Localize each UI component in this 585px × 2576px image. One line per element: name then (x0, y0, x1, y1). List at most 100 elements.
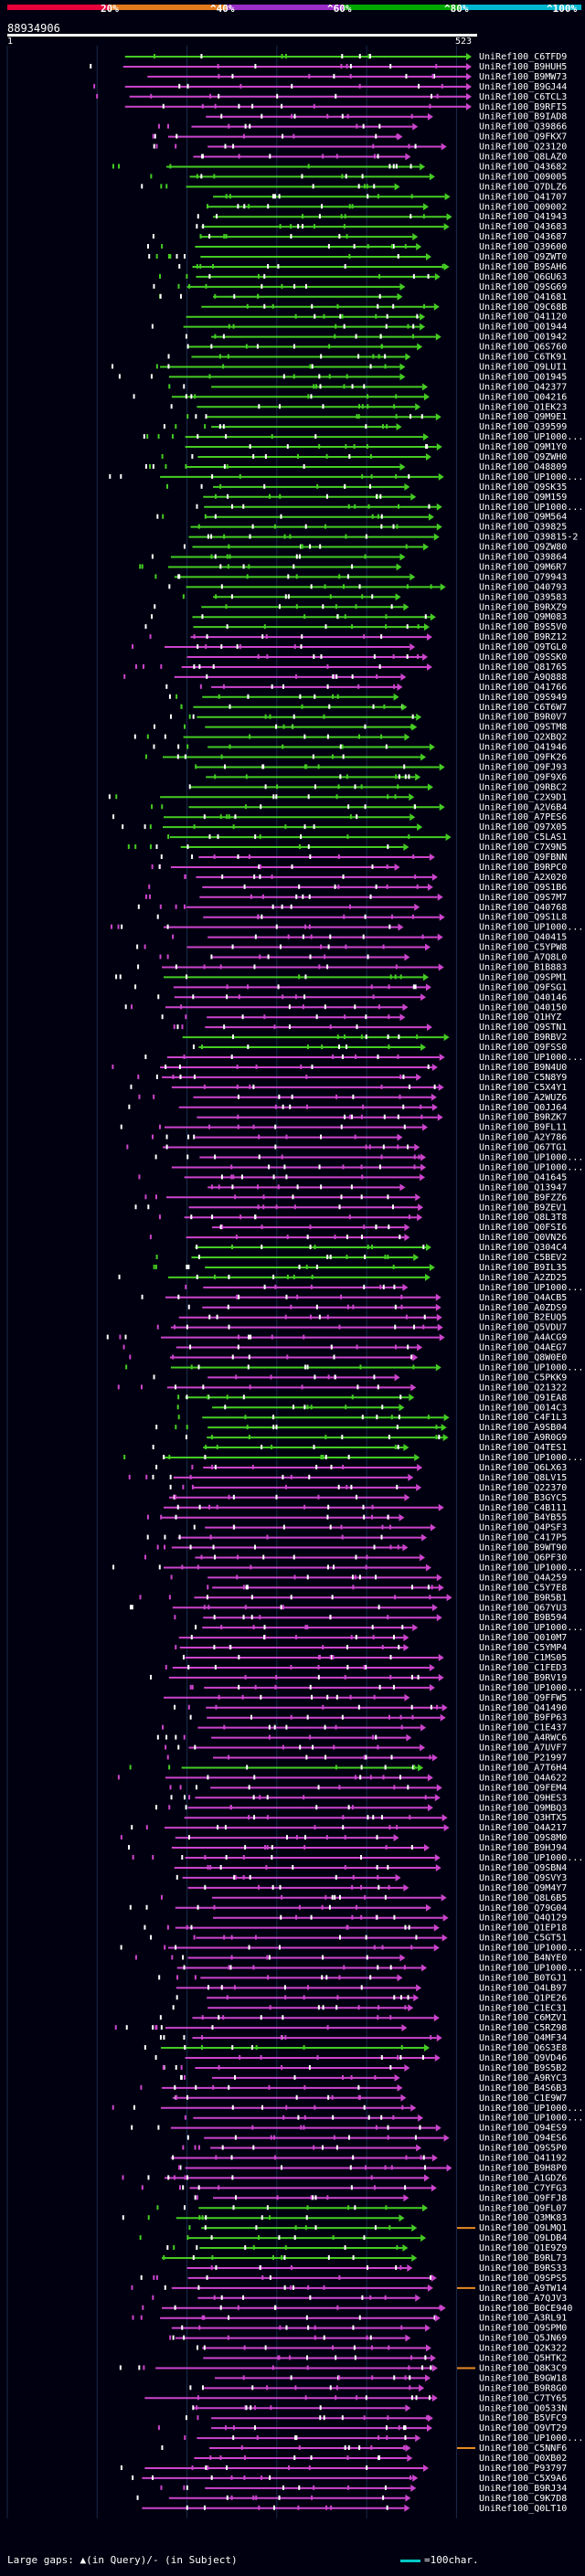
hit-accession[interactable]: UniRef100_C6MZV1 (479, 2013, 567, 2023)
hit-accession[interactable]: UniRef100_Q9FFJ8 (479, 2193, 567, 2203)
hit-accession[interactable]: UniRef100_Q010M7 (479, 1633, 567, 1643)
hit-accession[interactable]: UniRef100_Q40768 (479, 903, 567, 913)
hit-accession[interactable]: UniRef100_A7Q8L0 (479, 953, 567, 963)
hit-accession[interactable]: UniRef100_C4B111 (479, 1503, 567, 1513)
hit-accession[interactable]: UniRef100_Q8L6B5 (479, 1893, 567, 1903)
hit-accession[interactable]: UniRef100_Q9M9E1 (479, 412, 567, 422)
hit-accession[interactable]: UniRef100_Q41192 (479, 2154, 567, 2164)
hit-accession[interactable]: UniRef100_UP1000... (479, 1283, 583, 1293)
hit-accession[interactable]: UniRef100_B2EUQ5 (479, 1313, 567, 1323)
hit-accession[interactable]: UniRef100_Q9STM8 (479, 723, 567, 733)
hit-accession[interactable]: UniRef100_B9ZEV1 (479, 1203, 567, 1213)
hit-accession[interactable]: UniRef100_B9H8P0 (479, 2163, 567, 2173)
hit-accession[interactable]: UniRef100_Q9M1Y0 (479, 442, 567, 452)
hit-accession[interactable]: UniRef100_A3RL91 (479, 2314, 567, 2324)
hit-accession[interactable]: UniRef100_A2V6B4 (479, 802, 567, 812)
hit-accession[interactable]: UniRef100_Q41943 (479, 212, 567, 222)
hit-accession[interactable]: UniRef100_UP1000... (479, 1053, 583, 1063)
hit-accession[interactable]: UniRef100_UP1000... (479, 472, 583, 482)
hit-accession[interactable]: UniRef100_Q21322 (479, 1383, 567, 1393)
hit-accession[interactable]: UniRef100_Q8LV15 (479, 1473, 567, 1483)
hit-accession[interactable]: UniRef100_Q97X05 (479, 822, 567, 832)
hit-accession[interactable]: UniRef100_B9R5B1 (479, 1593, 567, 1603)
hit-accession[interactable]: UniRef100_C5GT51 (479, 1934, 567, 1944)
hit-accession[interactable]: UniRef100_B9RXZ9 (479, 602, 567, 612)
hit-accession[interactable]: UniRef100_B9B594 (479, 1613, 567, 1623)
hit-accession[interactable]: UniRef100_C5LAS1 (479, 832, 567, 843)
hit-accession[interactable]: UniRef100_B9RZ12 (479, 632, 567, 642)
hit-accession[interactable]: UniRef100_Q4Q129 (479, 1913, 567, 1924)
hit-accession[interactable]: UniRef100_A2X020 (479, 873, 567, 883)
hit-accession[interactable]: UniRef100_UP1000... (479, 432, 583, 442)
hit-accession[interactable]: UniRef100_P93797 (479, 2464, 567, 2474)
hit-accession[interactable]: UniRef100_Q9HES3 (479, 1793, 567, 1803)
hit-accession[interactable]: UniRef100_B9RPC0 (479, 863, 567, 873)
hit-accession[interactable]: UniRef100_A9SB04 (479, 1423, 567, 1433)
hit-accession[interactable]: UniRef100_Q9S7M7 (479, 893, 567, 903)
hit-accession[interactable]: UniRef100_Q9VD46 (479, 2053, 567, 2063)
hit-accession[interactable]: UniRef100_B9RZK7 (479, 1113, 567, 1123)
hit-accession[interactable]: UniRef100_Q2K322 (479, 2344, 567, 2354)
hit-accession[interactable]: UniRef100_B9R0V7 (479, 713, 567, 723)
hit-accession[interactable]: UniRef100_Q01942 (479, 333, 567, 343)
hit-accession[interactable]: UniRef100_UP1000... (479, 1944, 583, 1954)
hit-accession[interactable]: UniRef100_Q4A259 (479, 1573, 567, 1583)
hit-accession[interactable]: UniRef100_A7PES6 (479, 812, 567, 822)
hit-accession[interactable]: UniRef100_UP1000... (479, 1853, 583, 1863)
hit-accession[interactable]: UniRef100_C5X9A6 (479, 2474, 567, 2484)
hit-accession[interactable]: UniRef100_UP1000... (479, 1683, 583, 1693)
hit-accession[interactable]: UniRef100_Q40415 (479, 933, 567, 943)
hit-accession[interactable]: UniRef100_C5X4Y1 (479, 1083, 567, 1093)
hit-accession[interactable]: UniRef100_Q0FSI6 (479, 1223, 567, 1233)
hit-accession[interactable]: UniRef100_Q43683 (479, 222, 567, 232)
hit-accession[interactable]: UniRef100_UP1000... (479, 2104, 583, 2114)
hit-accession[interactable]: UniRef100_Q9MBQ3 (479, 1803, 567, 1813)
hit-accession[interactable]: UniRef100_C5YMP4 (479, 1643, 567, 1653)
hit-accession[interactable]: UniRef100_A0ZDS9 (479, 1303, 567, 1313)
hit-accession[interactable]: UniRef100_C9K7D8 (479, 2494, 567, 2504)
hit-accession[interactable]: UniRef100_Q67YU3 (479, 1603, 567, 1613)
hit-accession[interactable]: UniRef100_Q4ACB5 (479, 1293, 567, 1303)
hit-accession[interactable]: UniRef100_C6T6W7 (479, 703, 567, 713)
hit-accession[interactable]: UniRef100_B9R8G0 (479, 2383, 567, 2393)
hit-accession[interactable]: UniRef100_Q01944 (479, 323, 567, 333)
hit-accession[interactable]: UniRef100_Q9SK35 (479, 482, 567, 493)
hit-accession[interactable]: UniRef100_B3GYC5 (479, 1493, 567, 1503)
hit-accession[interactable]: UniRef100_UP1000... (479, 923, 583, 933)
hit-accession[interactable]: UniRef100_A2ZD25 (479, 1273, 567, 1283)
hit-accession[interactable]: UniRef100_Q9FFW5 (479, 1693, 567, 1703)
hit-accession[interactable]: UniRef100_UP1000... (479, 1563, 583, 1573)
hit-accession[interactable]: UniRef100_Q0LT10 (479, 2504, 567, 2514)
hit-accession[interactable]: UniRef100_Q9S8M0 (479, 1833, 567, 1843)
hit-accession[interactable]: UniRef100_Q9S949 (479, 693, 567, 703)
hit-accession[interactable]: UniRef100_B4NYE0 (479, 1954, 567, 1964)
hit-accession[interactable]: UniRef100_Q9M6R7 (479, 562, 567, 572)
hit-accession[interactable]: UniRef100_P21997 (479, 1754, 567, 1764)
hit-accession[interactable]: UniRef100_Q4LB97 (479, 1983, 567, 1993)
hit-accession[interactable]: UniRef100_Q9LUI1 (479, 362, 567, 372)
hit-accession[interactable]: UniRef100_C6TCL3 (479, 92, 567, 102)
hit-accession[interactable]: UniRef100_B9N4U0 (479, 1063, 567, 1073)
hit-accession[interactable]: UniRef100_UP1000... (479, 1162, 583, 1172)
hit-accession[interactable]: UniRef100_UP1000... (479, 1623, 583, 1633)
hit-accession[interactable]: UniRef100_Q8K3C9 (479, 2363, 567, 2373)
hit-accession[interactable]: UniRef100_B9RL73 (479, 2253, 567, 2263)
hit-accession[interactable]: UniRef100_A9RYC3 (479, 2073, 567, 2083)
hit-accession[interactable]: UniRef100_Q94ES6 (479, 2134, 567, 2144)
hit-accession[interactable]: UniRef100_A7QJV3 (479, 2294, 567, 2304)
hit-accession[interactable]: UniRef100_Q9FJ93 (479, 762, 567, 772)
hit-accession[interactable]: UniRef100_Q4MF34 (479, 2033, 567, 2043)
hit-accession[interactable]: UniRef100_B9MW73 (479, 72, 567, 82)
hit-accession[interactable]: UniRef100_UP1000... (479, 1362, 583, 1373)
hit-accession[interactable]: UniRef100_Q39599 (479, 422, 567, 432)
hit-accession[interactable]: UniRef100_Q0VN26 (479, 1233, 567, 1243)
hit-accession[interactable]: UniRef100_Q9M159 (479, 493, 567, 503)
hit-accession[interactable]: UniRef100_Q09005 (479, 172, 567, 182)
hit-accession[interactable]: UniRef100_O48809 (479, 462, 567, 472)
hit-accession[interactable]: UniRef100_C7TY65 (479, 2393, 567, 2403)
hit-accession[interactable]: UniRef100_Q5HTK2 (479, 2354, 567, 2364)
hit-accession[interactable]: UniRef100_A2Y786 (479, 1133, 567, 1143)
hit-accession[interactable]: UniRef100_UP1000... (479, 2114, 583, 2124)
hit-accession[interactable]: UniRef100_Q4TES1 (479, 1443, 567, 1453)
hit-accession[interactable]: UniRef100_B0TGJ1 (479, 1973, 567, 1983)
